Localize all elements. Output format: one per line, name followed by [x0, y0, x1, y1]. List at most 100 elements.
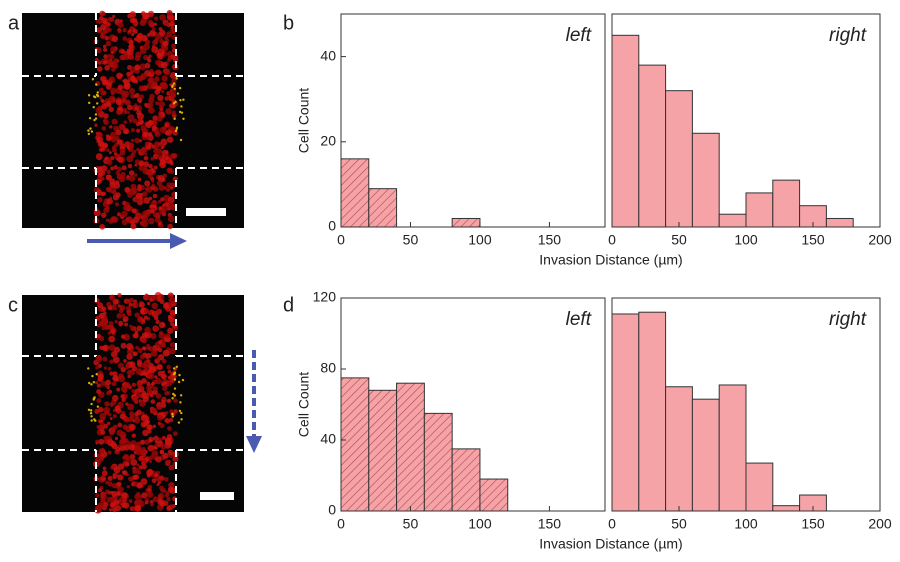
cell-texture: [139, 47, 147, 55]
cell-texture: [109, 402, 114, 408]
cell-texture: [161, 382, 165, 387]
cell-texture: [151, 450, 159, 458]
cell-texture: [127, 417, 133, 423]
cell-texture: [162, 40, 169, 47]
cell-texture: [87, 129, 90, 132]
cell-texture: [167, 369, 172, 374]
cell-texture: [118, 123, 126, 131]
cell-texture: [106, 159, 113, 166]
cell-texture: [106, 198, 113, 205]
cell-texture: [127, 403, 135, 411]
cell-texture: [173, 378, 177, 381]
cell-texture: [97, 136, 104, 143]
cell-texture: [105, 21, 111, 27]
cell-texture: [151, 478, 157, 484]
cell-texture: [162, 385, 168, 392]
cell-texture: [90, 130, 94, 133]
cell-texture: [141, 191, 148, 197]
cell-texture: [114, 505, 122, 512]
cell-texture: [159, 159, 167, 166]
cell-texture: [153, 407, 157, 412]
cell-texture: [156, 478, 161, 482]
cell-texture: [161, 203, 166, 207]
cell-texture: [168, 482, 175, 489]
cell-texture: [178, 110, 182, 114]
cell-texture: [156, 483, 160, 487]
cell-texture: [182, 98, 185, 101]
bar: [691, 398, 720, 512]
cell-texture: [105, 379, 111, 386]
cell-texture: [150, 350, 158, 357]
cell-texture: [159, 29, 166, 37]
cell-texture: [98, 95, 103, 100]
cell-texture: [157, 199, 162, 204]
cell-texture: [121, 49, 126, 55]
cell-texture: [153, 446, 158, 450]
cell-texture: [144, 103, 149, 107]
cell-texture: [154, 216, 161, 223]
cell-texture: [161, 435, 166, 440]
cell-texture: [90, 383, 93, 386]
cell-texture: [144, 211, 151, 218]
micrographs: [22, 10, 244, 514]
cell-texture: [93, 418, 96, 421]
cell-texture: [112, 425, 117, 431]
cell-texture: [122, 316, 129, 323]
cell-texture: [87, 132, 91, 136]
cell-texture: [109, 178, 116, 185]
cell-texture: [116, 109, 122, 115]
cell-texture: [117, 293, 122, 298]
cell-texture: [100, 430, 106, 435]
cell-texture: [97, 502, 104, 509]
cell-texture: [130, 219, 135, 225]
cell-texture: [119, 445, 126, 452]
x-tick-label: 100: [734, 516, 758, 532]
y-tick-label: 40: [320, 431, 336, 447]
cell-texture: [97, 373, 104, 380]
cell-texture: [134, 64, 141, 71]
x-tick-label: 50: [403, 232, 419, 248]
cell-texture: [143, 308, 150, 314]
cell-texture: [143, 155, 149, 161]
cell-texture: [99, 345, 104, 350]
cell-texture: [158, 332, 166, 339]
cell-texture: [147, 372, 155, 380]
x-tick-label: 0: [608, 232, 616, 248]
cell-texture: [117, 422, 123, 428]
panel-label: a: [8, 12, 20, 34]
cell-texture: [129, 424, 136, 431]
cell-texture: [94, 95, 97, 99]
cell-texture: [129, 11, 137, 18]
cell-texture: [167, 196, 175, 204]
cell-texture: [128, 443, 136, 451]
cell-texture: [103, 47, 108, 52]
cell-texture: [138, 100, 142, 104]
cell-texture: [153, 22, 157, 26]
cell-texture: [141, 463, 148, 470]
cell-texture: [126, 441, 131, 446]
cell-texture: [165, 380, 173, 387]
cell-texture: [172, 102, 176, 105]
cell-texture: [157, 94, 164, 102]
cell-texture: [136, 128, 141, 133]
cell-texture: [135, 51, 142, 58]
cell-texture: [165, 108, 172, 115]
cell-texture: [126, 111, 130, 115]
cell-texture: [115, 129, 122, 136]
cell-texture: [143, 54, 149, 61]
cell-texture: [136, 147, 140, 152]
cell-texture: [134, 499, 141, 506]
cell-texture: [160, 138, 168, 146]
cell-texture: [151, 27, 156, 31]
cell-texture: [134, 173, 138, 177]
cell-texture: [158, 184, 165, 191]
cell-texture: [101, 99, 105, 104]
cell-texture: [147, 429, 152, 434]
cell-texture: [127, 163, 133, 169]
cell-texture: [134, 312, 140, 318]
cell-texture: [170, 54, 176, 60]
cell-texture: [100, 419, 104, 423]
cell-texture: [139, 301, 145, 308]
cell-texture: [136, 212, 143, 219]
